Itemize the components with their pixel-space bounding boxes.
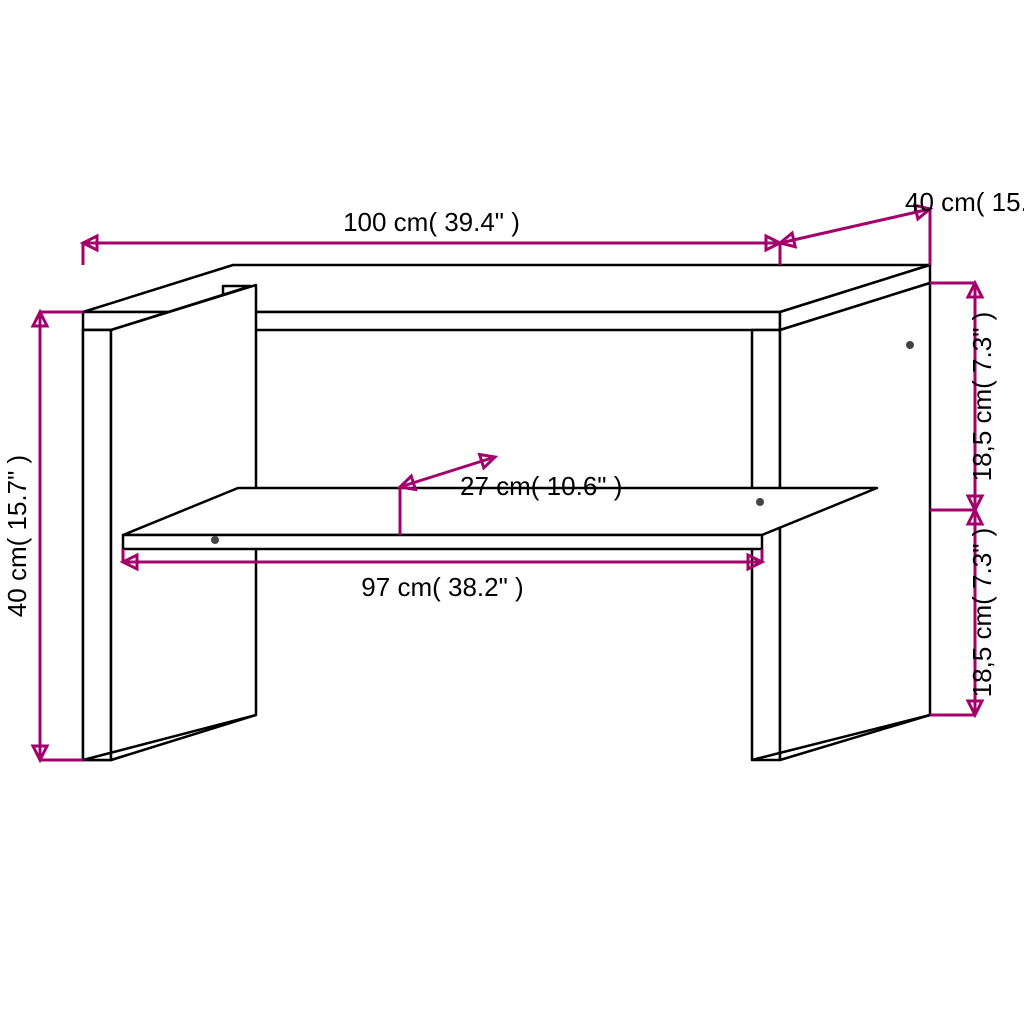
dim-right-lower: 18,5 cm( 7.3" ) bbox=[967, 528, 997, 698]
furniture-dimension-diagram: 100 cm( 39.4" ) 40 cm( 15.7" ) 40 cm( 15.7… bbox=[0, 0, 1024, 1024]
dim-shelf-width: 97 cm( 38.2" ) bbox=[361, 572, 523, 602]
dim-top-width: 100 cm( 39.4" ) bbox=[343, 207, 520, 237]
dim-top-depth: 40 cm( 15.7" ) bbox=[905, 187, 1024, 217]
dim-shelf-depth: 27 cm( 10.6" ) bbox=[460, 471, 622, 501]
dim-right-upper: 18,5 cm( 7.3" ) bbox=[967, 312, 997, 482]
dim-left-height: 40 cm( 15.7" ) bbox=[2, 455, 32, 617]
